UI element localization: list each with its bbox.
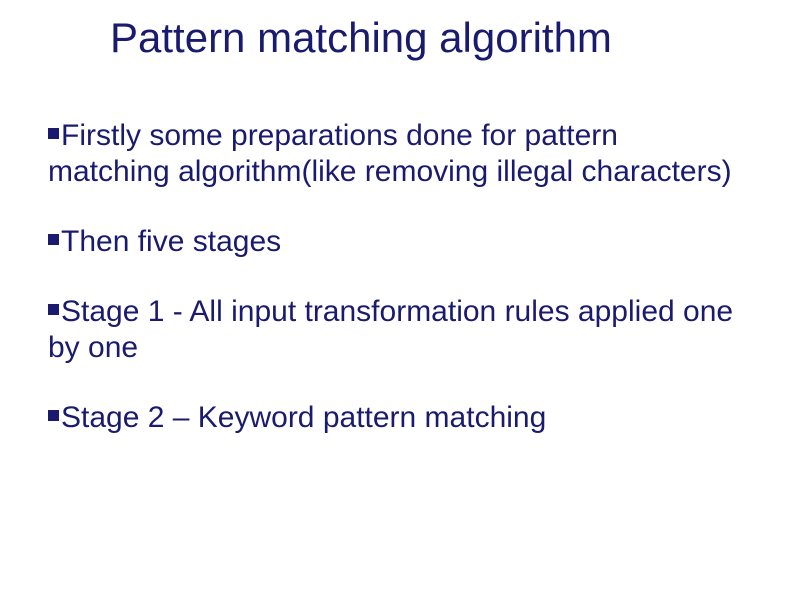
bullet-item: Then five stages — [48, 224, 734, 260]
bullet-item: Firstly some preparations done for patte… — [48, 118, 734, 190]
slide: { "title": "Pattern matching algorithm",… — [0, 0, 794, 595]
square-bullet-icon — [48, 128, 59, 139]
square-bullet-icon — [48, 410, 59, 421]
bullet-item: Stage 1 - All input transformation rules… — [48, 294, 734, 366]
square-bullet-icon — [48, 304, 59, 315]
slide-title: Pattern matching algorithm — [0, 0, 794, 62]
slide-body: Firstly some preparations done for patte… — [0, 62, 794, 436]
bullet-text: Stage 1 - All input transformation rules… — [48, 295, 733, 364]
bullet-text: Firstly some preparations done for patte… — [48, 119, 732, 188]
bullet-item: Stage 2 – Keyword pattern matching — [48, 400, 734, 436]
bullet-text: Stage 2 – Keyword pattern matching — [61, 401, 546, 434]
square-bullet-icon — [48, 234, 59, 245]
bullet-text: Then five stages — [61, 225, 281, 258]
